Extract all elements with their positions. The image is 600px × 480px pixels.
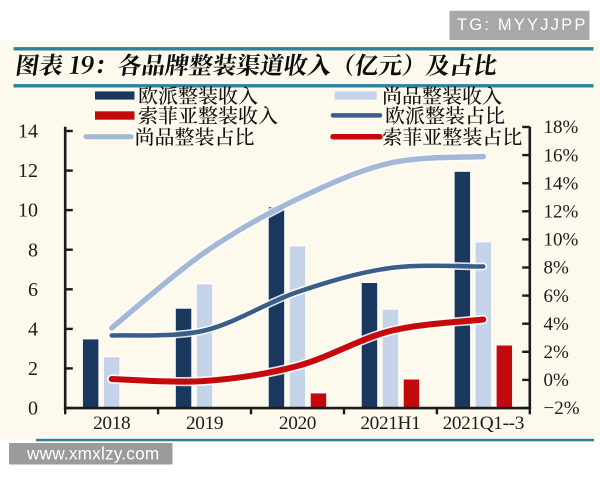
svg-text:14%: 14% <box>544 173 579 194</box>
svg-text:4%: 4% <box>544 314 570 335</box>
svg-text:2019: 2019 <box>186 413 223 434</box>
svg-text:12: 12 <box>18 160 38 182</box>
svg-text:2018: 2018 <box>93 413 130 434</box>
svg-text:10: 10 <box>18 200 38 222</box>
svg-text:6%: 6% <box>544 286 570 307</box>
svg-text:16%: 16% <box>544 145 579 166</box>
svg-text:4: 4 <box>28 319 38 341</box>
svg-text:www.xmxlzy.com: www.xmxlzy.com <box>26 444 159 464</box>
svg-text:10%: 10% <box>544 230 579 251</box>
svg-text:2%: 2% <box>544 342 570 363</box>
svg-text:0%: 0% <box>544 370 570 391</box>
svg-text:0: 0 <box>28 398 38 420</box>
svg-text:8: 8 <box>28 239 38 261</box>
svg-text:2021H1: 2021H1 <box>360 413 420 434</box>
svg-text:8%: 8% <box>544 258 570 279</box>
svg-text:2020: 2020 <box>279 413 316 434</box>
svg-text:12%: 12% <box>544 202 579 223</box>
svg-text:−2%: −2% <box>544 398 580 419</box>
svg-text:2021Q1--3: 2021Q1--3 <box>443 413 524 434</box>
svg-text:2: 2 <box>28 358 38 380</box>
svg-text:TG: MYYJJPP: TG: MYYJJPP <box>457 16 588 34</box>
svg-text:6: 6 <box>28 279 38 301</box>
svg-text:14: 14 <box>18 121 38 143</box>
svg-text:18%: 18% <box>544 117 579 138</box>
